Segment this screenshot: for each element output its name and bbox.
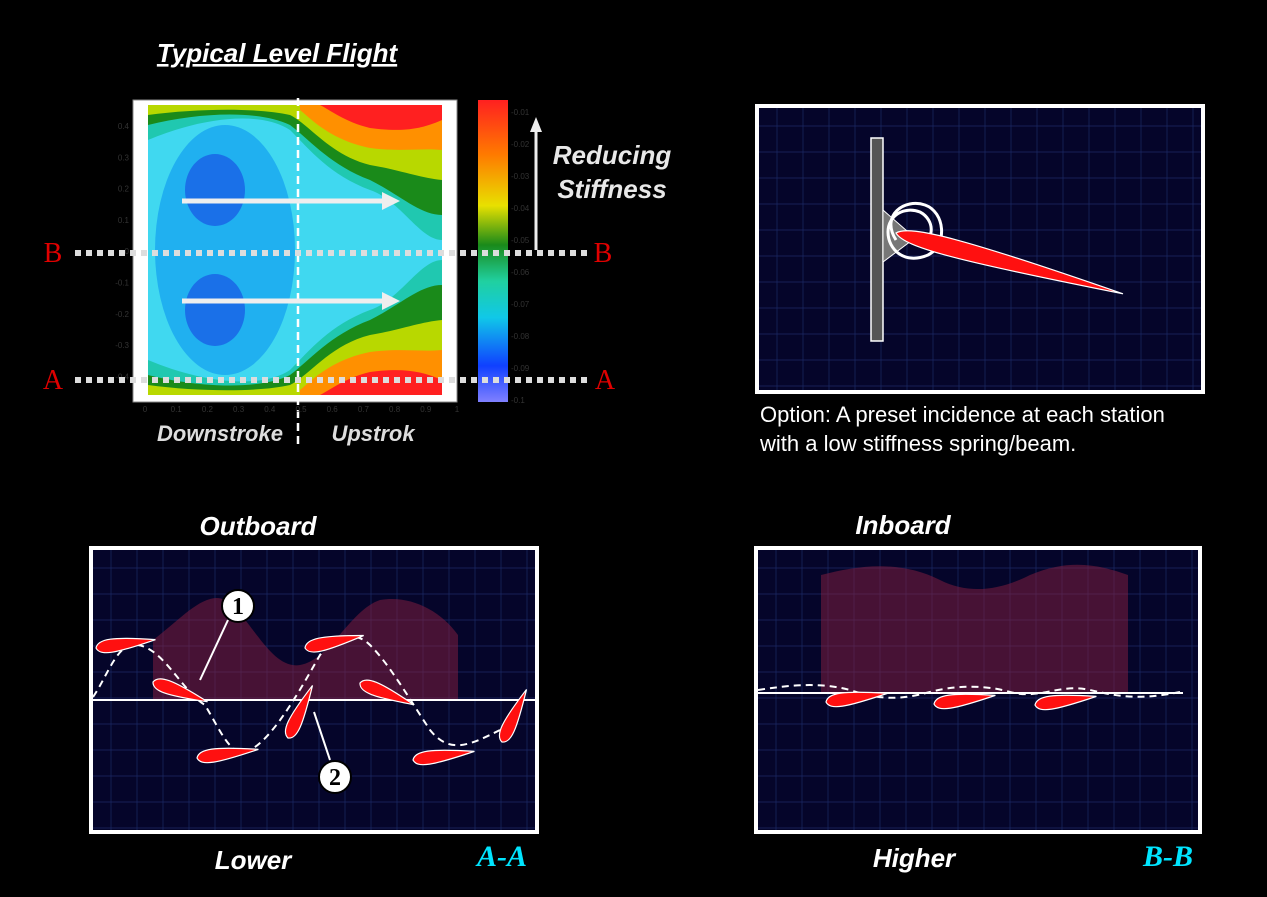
airfoil [412, 749, 475, 766]
y-tick-label: 0.3 [118, 153, 130, 162]
x-tick-label: 0.9 [420, 405, 432, 414]
x-tick-label: 0.1 [171, 405, 183, 414]
airfoil [196, 747, 259, 764]
phase-label: Downstroke [157, 421, 283, 446]
inboard-panel [754, 546, 1202, 834]
callout [318, 760, 352, 794]
panel-title: Inboard [855, 510, 951, 540]
panel-footer: Lower [215, 845, 293, 875]
x-tick-label: 0.4 [264, 405, 276, 414]
colorbar-tick-label: -0.08 [511, 332, 530, 341]
x-tick-label: 1 [455, 405, 460, 414]
y-tick-label: 0.1 [118, 216, 130, 225]
path-dashed [757, 684, 1181, 699]
airfoil [152, 678, 208, 703]
annotation: Reducing [553, 140, 672, 170]
x-ticks: 0 0.1 0.2 0.3 0.4 0.5 0.6 0.7 0.8 0.9 1 [143, 405, 460, 414]
y-tick-label: -0.1 [115, 279, 129, 288]
spring [886, 202, 944, 260]
section-label: A-A [475, 840, 527, 873]
leader [313, 711, 331, 761]
airfoil [359, 679, 415, 706]
contour-field [148, 105, 442, 395]
load-region [821, 564, 1128, 692]
callout-label: 1 [232, 594, 244, 620]
colorbar-tick-label: -0.03 [511, 172, 530, 181]
section-label: B-B [1142, 840, 1193, 873]
airfoil [1034, 694, 1097, 711]
contour-title: Typical Level Flight [157, 38, 399, 68]
x-tick-label: 0.7 [358, 405, 370, 414]
callout-label: 2 [329, 765, 341, 791]
annotation: Stiffness [557, 174, 666, 204]
section-lines [75, 250, 592, 383]
callout [221, 589, 255, 623]
colorbar-tick-label: -0.01 [511, 108, 530, 117]
airfoil [895, 230, 1124, 295]
y-ticks: 0.4 0.3 0.2 0.1 0 -0.1 -0.2 -0.3 -0.4 [115, 122, 129, 381]
y-tick-label: -0.2 [115, 310, 129, 319]
x-tick-label: 0.2 [202, 405, 214, 414]
x-tick-label: 0.5 [295, 405, 307, 414]
airfoil [498, 689, 528, 743]
section-marker: B [594, 238, 613, 269]
panel-title: Outboard [200, 511, 318, 541]
airfoil [825, 691, 888, 708]
y-tick-label: 0.2 [118, 185, 130, 194]
phase-label: Upstrok [331, 421, 416, 446]
y-tick-label: 0.4 [118, 122, 130, 131]
flow-arrows [182, 117, 542, 310]
leader [199, 619, 229, 681]
section-marker: B [44, 238, 63, 269]
caption: with a low stiffness spring/beam. [759, 431, 1076, 456]
x-tick-label: 0.6 [327, 405, 339, 414]
y-tick-label: -0.3 [115, 341, 129, 350]
colorbar-tick-label: -0.07 [511, 300, 530, 309]
colorbar-tick-label: -0.06 [511, 268, 530, 277]
section-marker: A [43, 365, 64, 396]
beam [870, 137, 884, 342]
panel-footer: Higher [873, 843, 957, 873]
load-region [153, 598, 458, 700]
outboard-panel: 12 [89, 546, 539, 834]
x-tick-label: 0.3 [233, 405, 245, 414]
y-tick-label: 0 [125, 247, 130, 256]
colorbar-tick-label: -0.1 [511, 396, 525, 405]
colorbar-ticks: -0.01 -0.02 -0.03 -0.04 -0.05 -0.06 -0.07 -0.08… [511, 108, 530, 405]
caption: Option: A preset incidence at each stati… [760, 402, 1165, 427]
airfoil [304, 634, 364, 653]
x-tick-label: 0.8 [389, 405, 401, 414]
section-marker: A [595, 365, 616, 396]
airfoil [933, 693, 996, 710]
colorbar-tick-label: -0.04 [511, 204, 530, 213]
colorbar-tick-label: -0.09 [511, 364, 530, 373]
colorbar-tick-label: -0.02 [511, 140, 530, 149]
airfoil [284, 685, 314, 739]
path-dashed [92, 635, 501, 754]
option-panel [755, 104, 1205, 394]
colorbar-tick-label: -0.05 [511, 236, 530, 245]
y-tick-label: -0.4 [115, 372, 129, 381]
airfoil [95, 637, 156, 654]
x-tick-label: 0 [143, 405, 148, 414]
